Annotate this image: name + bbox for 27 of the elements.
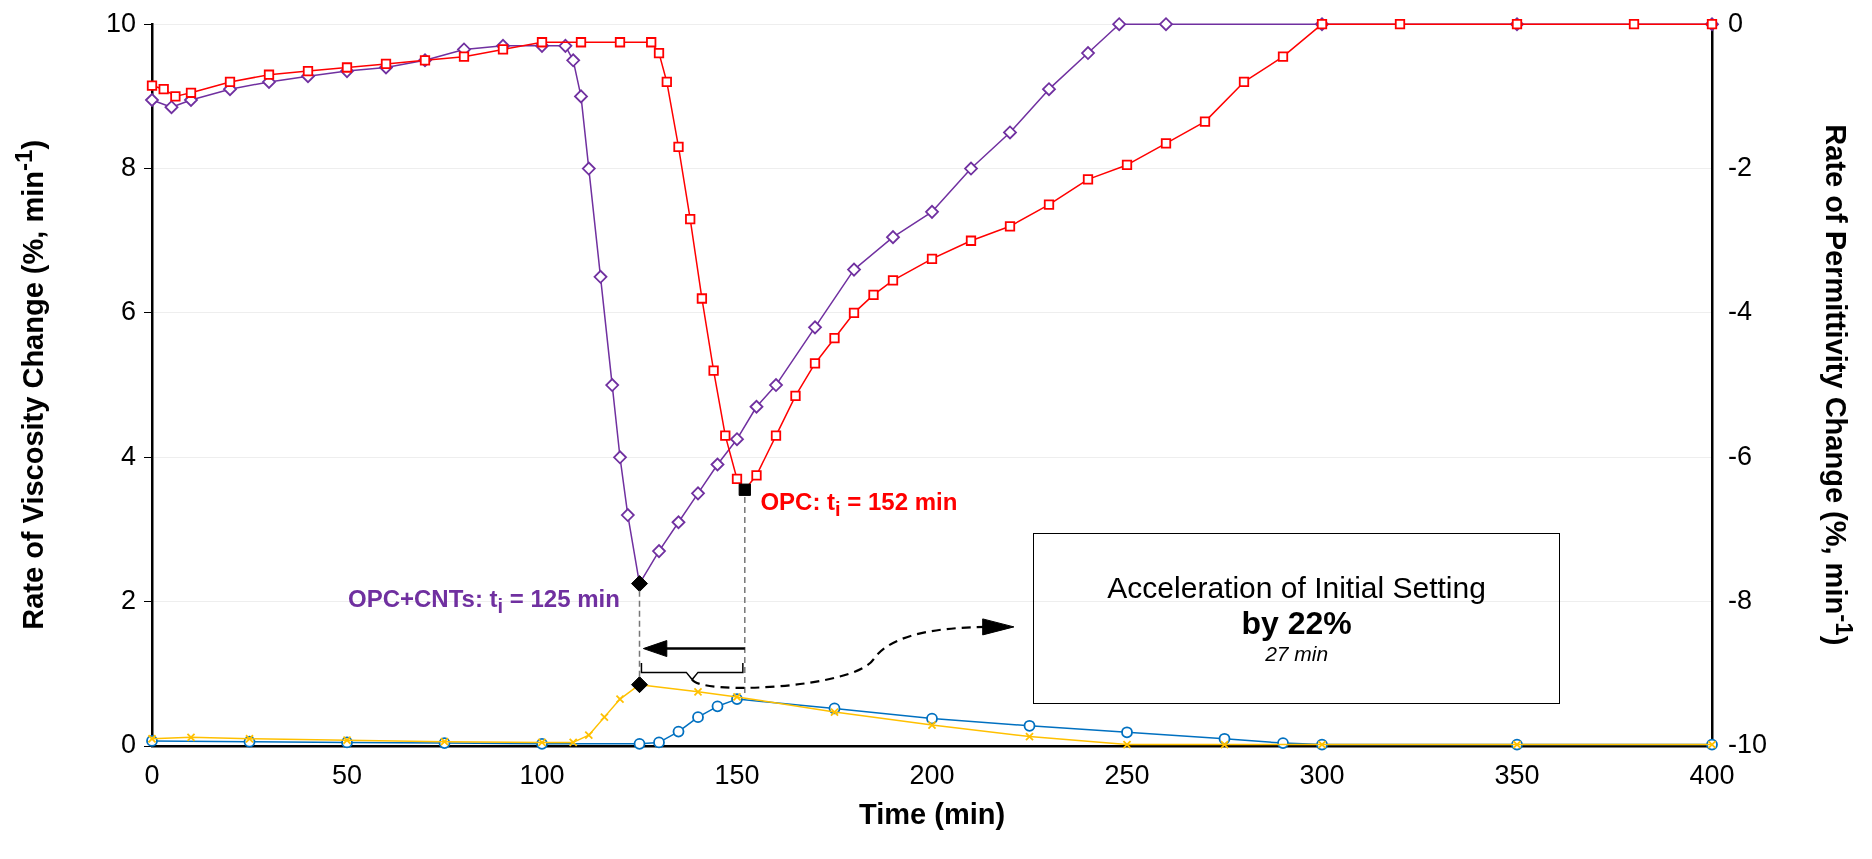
y-tick-label: 10 [105, 7, 136, 38]
x-tick-label: 350 [1494, 759, 1540, 790]
x-tick-label: 100 [519, 759, 565, 790]
y-tick-label: 8 [120, 152, 136, 183]
annotation: OPC: t$_{i}$ = 152 min [760, 487, 958, 521]
x-tick-label: 0 [144, 759, 160, 790]
annotation: by 22% [1241, 605, 1352, 643]
y-tick-label: 0 [120, 729, 136, 760]
x-tick-label: 50 [331, 759, 363, 790]
y2-tick-label: -10 [1728, 729, 1768, 760]
x-tick-label: 250 [1104, 759, 1150, 790]
annotation: Acceleration of Initial Setting [1107, 570, 1486, 606]
annotation: OPC+CNTs: t$_{i}$ = 125 min [348, 585, 620, 618]
x-tick-label: 300 [1299, 759, 1345, 790]
x-tick-label: 400 [1689, 759, 1735, 790]
y-tick-label: 6 [120, 296, 136, 327]
x-tick-label: 200 [909, 759, 955, 790]
x-axis-title: Time (min) [859, 798, 1006, 831]
y2-tick-label: -4 [1728, 296, 1753, 327]
y2-tick-label: -2 [1728, 152, 1753, 183]
y2-tick-label: -6 [1728, 440, 1753, 471]
y-tick-label: 4 [120, 440, 136, 471]
x-tick-label: 150 [714, 759, 760, 790]
annotation: 27 min [1265, 642, 1329, 667]
y2-tick-label: 0 [1728, 7, 1744, 38]
y2-tick-label: -8 [1728, 585, 1753, 616]
y-tick-label: 2 [120, 585, 136, 616]
